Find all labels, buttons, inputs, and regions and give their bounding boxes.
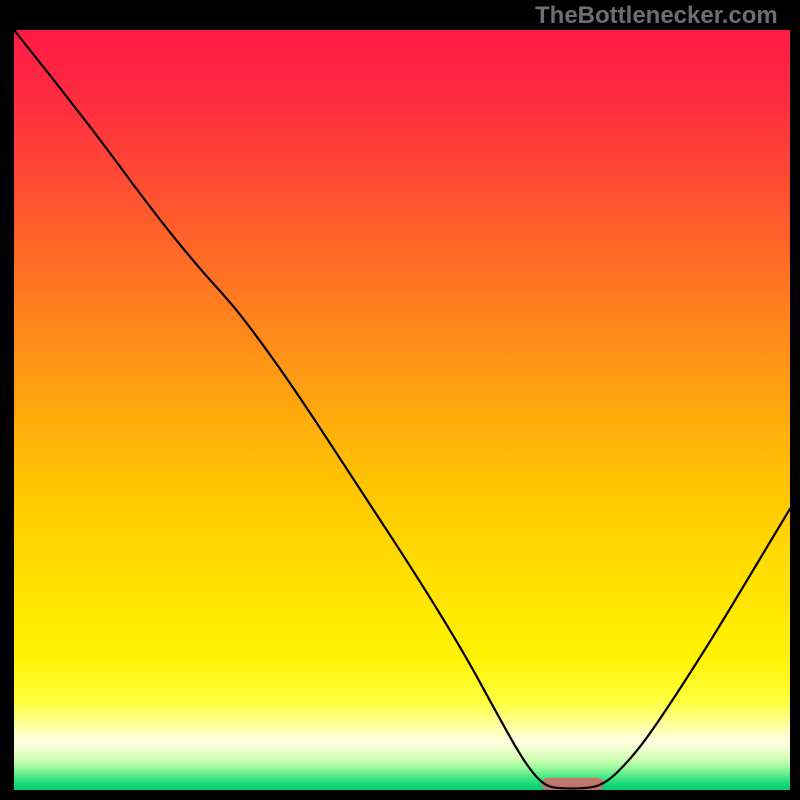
gradient-background bbox=[14, 30, 790, 790]
plot-svg bbox=[14, 30, 790, 790]
plot-area bbox=[14, 30, 790, 790]
chart-frame: TheBottlenecker.com bbox=[0, 0, 800, 800]
watermark-label: TheBottlenecker.com bbox=[535, 2, 778, 30]
